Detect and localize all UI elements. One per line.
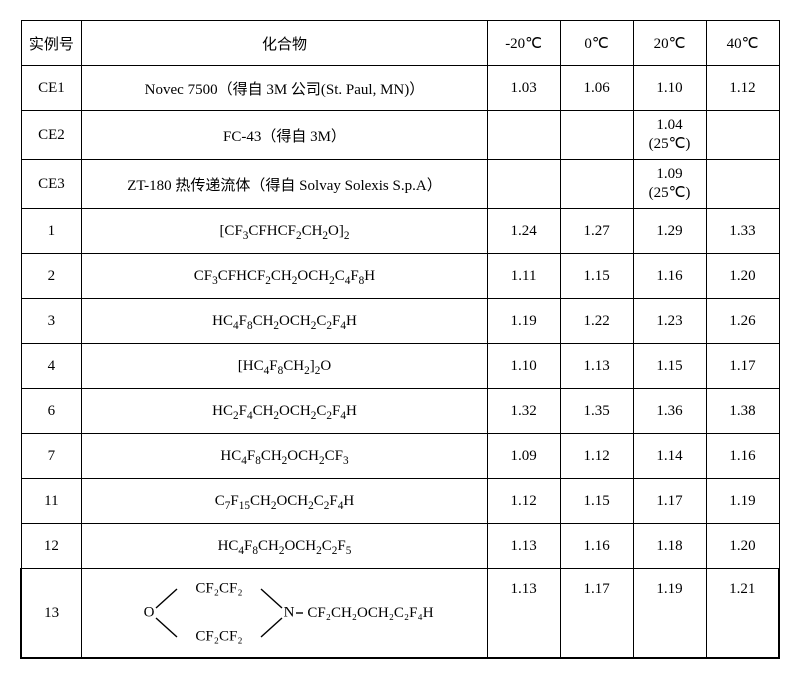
cell-value: 1.36 — [633, 389, 706, 434]
cell-compound: HC4F8CH2OCH2CF3 — [82, 434, 487, 479]
cell-value: 1.10 — [633, 66, 706, 111]
cell-compound: CF3CFHCF2CH2OCH2C4F8H — [82, 254, 487, 299]
cell-value: 1.03 — [487, 66, 560, 111]
cell-value: 1.09 — [487, 434, 560, 479]
col-t20: 20℃ — [633, 21, 706, 66]
cell-value: 1.27 — [560, 209, 633, 254]
cell-value: 1.17 — [633, 479, 706, 524]
cell-id: 11 — [21, 479, 82, 524]
cell-value: 1.18 — [633, 524, 706, 569]
table-row: CE2FC-43（得自 3M） 1.04 (25℃) — [21, 111, 779, 160]
cell-value: 1.15 — [560, 254, 633, 299]
cell-value: 1.29 — [633, 209, 706, 254]
table-row: 12HC4F8CH2OCH2C2F51.131.161.181.20 — [21, 524, 779, 569]
cell-compound: FC-43（得自 3M） — [82, 111, 487, 160]
cell-value: 1.19 — [633, 569, 706, 659]
cell-value: 1.09 (25℃) — [633, 160, 706, 209]
table-row: 11C7F15CH2OCH2C2F4H1.121.151.171.19 — [21, 479, 779, 524]
table-row: 4[HC4F8CH2]2O1.101.131.151.17 — [21, 344, 779, 389]
table-row: 2CF3CFHCF2CH2OCH2C4F8H1.111.151.161.20 — [21, 254, 779, 299]
cell-value — [560, 111, 633, 160]
cell-value: 1.24 — [487, 209, 560, 254]
cell-compound: HC4F8CH2OCH2C2F5 — [82, 524, 487, 569]
table-row: 13ONCF₂CF₂CF₂CF₂CF₂CH₂OCH₂C₂F₄H1.131.171… — [21, 569, 779, 659]
cell-id: 4 — [21, 344, 82, 389]
cell-value: 1.21 — [706, 569, 779, 659]
cell-id: 6 — [21, 389, 82, 434]
cell-id: CE3 — [21, 160, 82, 209]
svg-text:O: O — [144, 604, 155, 620]
cell-value: 1.12 — [706, 66, 779, 111]
cell-value: 1.17 — [706, 344, 779, 389]
cell-id: CE2 — [21, 111, 82, 160]
col-t40: 40℃ — [706, 21, 779, 66]
cell-value: 1.16 — [633, 254, 706, 299]
cell-compound: HC2F4CH2OCH2C2F4H — [82, 389, 487, 434]
cell-compound: Novec 7500（得自 3M 公司(St. Paul, MN)） — [82, 66, 487, 111]
cell-value: 1.20 — [706, 254, 779, 299]
cell-id: 13 — [21, 569, 82, 659]
table-row: CE1Novec 7500（得自 3M 公司(St. Paul, MN)）1.0… — [21, 66, 779, 111]
table-row: 6HC2F4CH2OCH2C2F4H1.321.351.361.38 — [21, 389, 779, 434]
cell-value: 1.19 — [487, 299, 560, 344]
cell-value: 1.16 — [560, 524, 633, 569]
cell-value: 1.15 — [633, 344, 706, 389]
cell-value: 1.33 — [706, 209, 779, 254]
cell-compound: ZT-180 热传递流体（得自 Solvay Solexis S.p.A） — [82, 160, 487, 209]
morpholine-ring-icon: O N CF₂CF₂ CF₂CF₂ — [135, 573, 303, 653]
table-body: CE1Novec 7500（得自 3M 公司(St. Paul, MN)）1.0… — [21, 66, 779, 659]
cell-compound: C7F15CH2OCH2C2F4H — [82, 479, 487, 524]
col-id: 实例号 — [21, 21, 82, 66]
cell-value: 1.12 — [487, 479, 560, 524]
cell-value: 1.19 — [706, 479, 779, 524]
cell-value: 1.23 — [633, 299, 706, 344]
cell-value: 1.13 — [560, 344, 633, 389]
cell-value: 1.13 — [487, 524, 560, 569]
table-row: 3HC4F8CH2OCH2C2F4H1.191.221.231.26 — [21, 299, 779, 344]
side-chain: CF₂CH₂OCH₂C₂F₄H — [307, 605, 433, 622]
cell-value: 1.32 — [487, 389, 560, 434]
cell-value: 1.22 — [560, 299, 633, 344]
cell-value: 1.17 — [560, 569, 633, 659]
cell-id: 2 — [21, 254, 82, 299]
cell-value — [560, 160, 633, 209]
cell-value — [487, 111, 560, 160]
cell-value: 1.11 — [487, 254, 560, 299]
cell-value: 1.26 — [706, 299, 779, 344]
cell-value: 1.35 — [560, 389, 633, 434]
cell-value: 1.38 — [706, 389, 779, 434]
cell-value: 1.15 — [560, 479, 633, 524]
col-tneg20: -20℃ — [487, 21, 560, 66]
cell-id: 3 — [21, 299, 82, 344]
cell-value: 1.06 — [560, 66, 633, 111]
cell-value — [487, 160, 560, 209]
cell-value: 1.16 — [706, 434, 779, 479]
svg-text:CF₂CF₂: CF₂CF₂ — [196, 580, 243, 596]
cell-value: 1.13 — [487, 569, 560, 659]
cell-value: 1.10 — [487, 344, 560, 389]
col-compound: 化合物 — [82, 21, 487, 66]
cell-compound: [CF3CFHCF2CH2O]2 — [82, 209, 487, 254]
col-t0: 0℃ — [560, 21, 633, 66]
cell-value: 1.20 — [706, 524, 779, 569]
cell-value: 1.12 — [560, 434, 633, 479]
cell-compound: [HC4F8CH2]2O — [82, 344, 487, 389]
cell-id: 1 — [21, 209, 82, 254]
svg-text:CF₂CF₂: CF₂CF₂ — [196, 628, 243, 644]
cell-value — [706, 160, 779, 209]
cell-value — [706, 111, 779, 160]
cell-id: 7 — [21, 434, 82, 479]
table-header-row: 实例号 化合物 -20℃ 0℃ 20℃ 40℃ — [21, 21, 779, 66]
table-row: 7HC4F8CH2OCH2CF31.091.121.141.16 — [21, 434, 779, 479]
table-row: 1[CF3CFHCF2CH2O]21.241.271.291.33 — [21, 209, 779, 254]
cell-value: 1.04 (25℃) — [633, 111, 706, 160]
table-row: CE3ZT-180 热传递流体（得自 Solvay Solexis S.p.A）… — [21, 160, 779, 209]
cell-compound-structure: O N CF₂CF₂ CF₂CF₂ CF₂CH₂OCH₂C₂F₄H — [82, 569, 487, 659]
cell-value: 1.14 — [633, 434, 706, 479]
cell-compound: HC4F8CH2OCH2C2F4H — [82, 299, 487, 344]
cell-id: CE1 — [21, 66, 82, 111]
svg-text:N: N — [284, 604, 295, 620]
cell-id: 12 — [21, 524, 82, 569]
data-table: 实例号 化合物 -20℃ 0℃ 20℃ 40℃ CE1Novec 7500（得自… — [20, 20, 780, 659]
